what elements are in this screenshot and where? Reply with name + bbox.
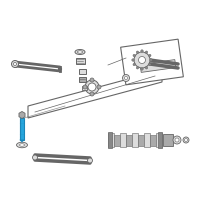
Ellipse shape <box>124 76 128 79</box>
Ellipse shape <box>90 78 94 82</box>
Polygon shape <box>132 133 138 147</box>
Ellipse shape <box>175 138 179 142</box>
Ellipse shape <box>183 137 189 143</box>
Polygon shape <box>150 134 156 146</box>
Ellipse shape <box>136 67 139 69</box>
Polygon shape <box>120 133 126 147</box>
Ellipse shape <box>122 74 130 82</box>
Ellipse shape <box>138 56 146 64</box>
Polygon shape <box>138 134 144 146</box>
Ellipse shape <box>14 62 16 66</box>
Polygon shape <box>78 76 86 82</box>
Polygon shape <box>19 112 25 118</box>
Ellipse shape <box>16 142 28 148</box>
Ellipse shape <box>134 52 150 68</box>
Polygon shape <box>158 132 162 148</box>
Ellipse shape <box>145 51 148 53</box>
Ellipse shape <box>32 155 38 160</box>
Ellipse shape <box>141 68 143 70</box>
Polygon shape <box>82 86 86 90</box>
Polygon shape <box>108 133 114 147</box>
Ellipse shape <box>75 49 85 54</box>
Ellipse shape <box>97 85 101 89</box>
Ellipse shape <box>83 85 87 89</box>
Ellipse shape <box>150 59 152 61</box>
Ellipse shape <box>85 80 99 94</box>
Polygon shape <box>108 132 112 148</box>
Ellipse shape <box>12 60 18 68</box>
Ellipse shape <box>132 59 134 61</box>
Ellipse shape <box>149 54 151 57</box>
Polygon shape <box>140 60 176 72</box>
Ellipse shape <box>20 144 24 146</box>
Ellipse shape <box>145 67 148 69</box>
Polygon shape <box>144 133 150 147</box>
Ellipse shape <box>133 63 135 66</box>
Ellipse shape <box>88 83 96 91</box>
Polygon shape <box>126 134 132 146</box>
Polygon shape <box>76 58 84 64</box>
Bar <box>20 118 24 140</box>
Polygon shape <box>28 70 162 118</box>
Ellipse shape <box>133 54 135 57</box>
Polygon shape <box>121 39 183 85</box>
Polygon shape <box>163 134 173 146</box>
Ellipse shape <box>90 92 94 96</box>
Ellipse shape <box>88 158 92 163</box>
Polygon shape <box>78 68 86 73</box>
Ellipse shape <box>173 136 181 144</box>
Polygon shape <box>114 134 120 146</box>
Ellipse shape <box>184 138 188 142</box>
Ellipse shape <box>78 51 83 53</box>
Ellipse shape <box>149 63 151 66</box>
Ellipse shape <box>141 50 143 52</box>
Ellipse shape <box>136 51 139 53</box>
Polygon shape <box>156 133 162 147</box>
